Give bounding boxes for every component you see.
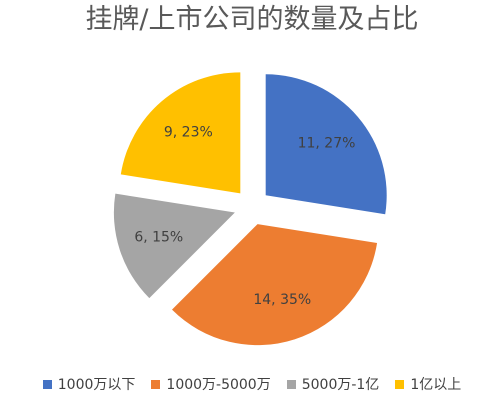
- legend-swatch-3: [286, 379, 296, 389]
- data-label-4: 9, 23%: [164, 124, 213, 140]
- legend-item-1: 1000万以下: [42, 374, 136, 394]
- legend-swatch-1: [42, 379, 52, 389]
- pie-slice-2: [172, 224, 378, 346]
- pie-slice-4: [120, 72, 241, 194]
- legend-label-2: 1000万-5000万: [166, 377, 271, 393]
- data-label-2: 14, 35%: [253, 292, 311, 308]
- legend-item-4: 1亿以上: [395, 374, 461, 394]
- chart-title: 挂牌/上市公司的数量及占比: [85, 4, 419, 35]
- data-label-3: 6, 15%: [134, 229, 183, 245]
- legend-swatch-2: [151, 379, 161, 389]
- pie-slice-1: [265, 74, 387, 215]
- legend-label-4: 1亿以上: [410, 377, 462, 393]
- legend-swatch-4: [395, 379, 405, 389]
- pie-slice-3: [113, 193, 235, 299]
- legend-item-2: 1000万-5000万: [151, 374, 271, 394]
- legend-label-1: 1000万以下: [57, 377, 136, 393]
- legend: 1000万以下 1000万-5000万 5000万-1亿 1亿以上: [0, 373, 504, 395]
- legend-item-3: 5000万-1亿: [286, 374, 380, 394]
- data-label-1: 11, 27%: [298, 135, 356, 151]
- legend-label-3: 5000万-1亿: [301, 377, 380, 393]
